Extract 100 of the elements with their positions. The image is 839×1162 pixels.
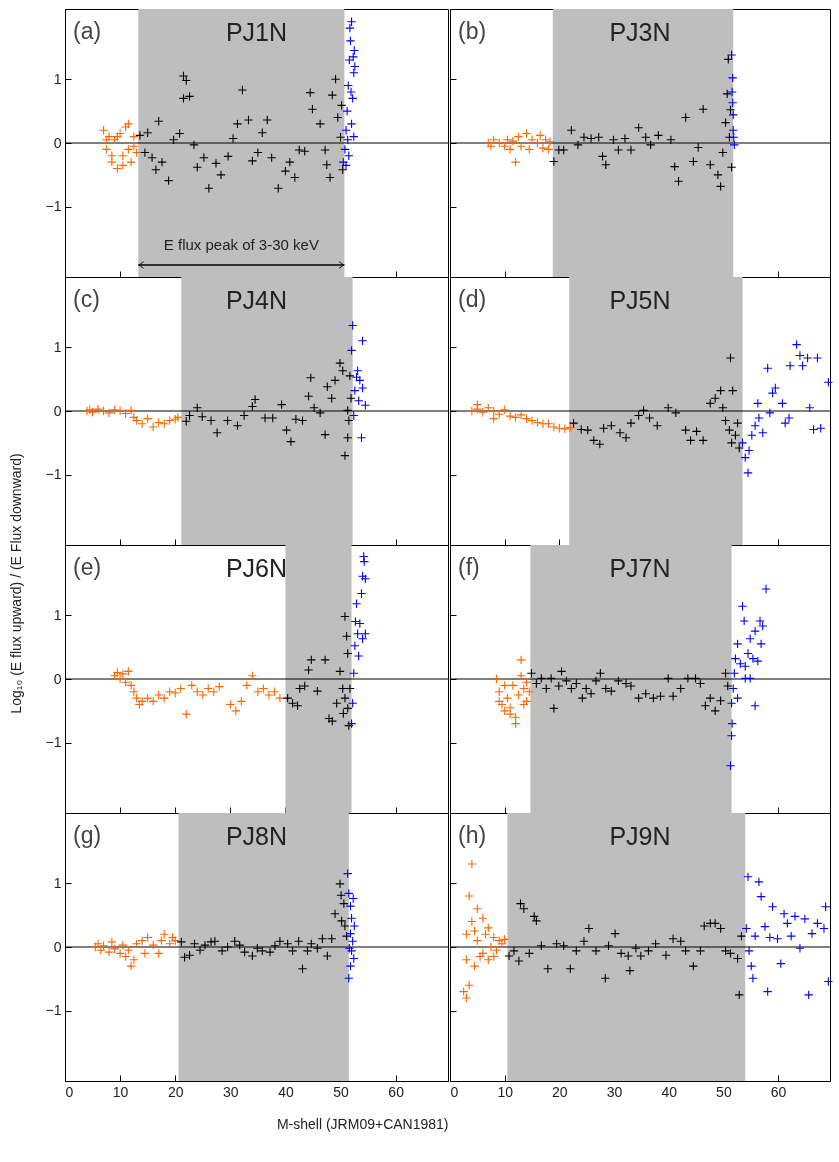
point xyxy=(790,911,800,922)
point xyxy=(118,669,128,679)
point xyxy=(266,152,277,163)
point xyxy=(626,145,636,155)
point xyxy=(823,976,834,987)
point xyxy=(303,665,314,675)
annotation: (g) xyxy=(73,822,102,848)
point xyxy=(756,891,766,902)
point xyxy=(732,418,743,428)
y-tick-label: 1 xyxy=(53,70,62,87)
point xyxy=(583,425,593,435)
point xyxy=(510,718,521,729)
point xyxy=(573,140,583,150)
point xyxy=(126,405,136,416)
point xyxy=(472,935,483,946)
point xyxy=(743,872,753,882)
point xyxy=(784,413,794,423)
point xyxy=(808,424,819,435)
point xyxy=(299,681,310,691)
point xyxy=(320,429,330,440)
point xyxy=(770,383,781,393)
point xyxy=(795,350,805,361)
point xyxy=(725,353,736,363)
point xyxy=(327,716,338,726)
point xyxy=(756,639,766,649)
point xyxy=(560,424,570,434)
point xyxy=(142,413,153,424)
point xyxy=(779,909,789,919)
y-tick-label: 0 xyxy=(53,670,62,687)
point xyxy=(566,683,577,694)
point xyxy=(720,117,731,128)
point xyxy=(558,145,569,155)
point xyxy=(762,986,773,997)
point xyxy=(346,119,357,129)
point xyxy=(237,85,248,95)
y-tick-label: 1 xyxy=(53,606,62,623)
point xyxy=(638,405,649,416)
point xyxy=(713,170,723,180)
annotation: E flux peak of 3-30 keV xyxy=(163,236,319,253)
point xyxy=(750,420,760,431)
chart-title: PJ7N xyxy=(609,554,671,582)
point xyxy=(242,680,252,691)
chart-title: PJ9N xyxy=(609,822,671,850)
y-tick-label: 0 xyxy=(53,402,62,419)
point xyxy=(579,936,589,946)
point xyxy=(260,413,270,423)
point xyxy=(729,140,740,150)
point xyxy=(163,175,174,186)
point xyxy=(350,641,360,651)
point xyxy=(750,626,760,636)
point xyxy=(743,468,753,478)
x-tick-label: 10 xyxy=(112,1083,129,1100)
point xyxy=(335,879,345,889)
point xyxy=(345,371,355,381)
point xyxy=(232,119,243,129)
annotation: (f) xyxy=(458,554,480,580)
point xyxy=(356,588,367,599)
point xyxy=(514,956,524,966)
point xyxy=(668,933,678,944)
x-tick-label: 50 xyxy=(333,1083,350,1100)
point xyxy=(750,701,760,711)
chart-title: PJ4N xyxy=(225,286,288,314)
point xyxy=(181,709,191,719)
point xyxy=(347,320,358,331)
point xyxy=(335,666,345,677)
chart-title: PJ5N xyxy=(609,286,671,314)
point xyxy=(350,385,360,396)
point xyxy=(491,674,502,684)
point xyxy=(178,93,189,104)
point xyxy=(499,680,510,691)
point xyxy=(726,438,737,448)
point xyxy=(469,926,480,936)
point xyxy=(315,119,325,129)
point xyxy=(345,928,356,939)
point xyxy=(715,181,726,192)
point xyxy=(510,412,521,423)
point xyxy=(336,100,347,111)
chart-title: PJ8N xyxy=(225,822,288,850)
point xyxy=(734,443,744,453)
point xyxy=(516,655,526,665)
point xyxy=(680,425,691,435)
point xyxy=(750,931,760,941)
point xyxy=(345,683,355,694)
point xyxy=(502,693,513,703)
point xyxy=(303,391,314,402)
point xyxy=(765,932,775,943)
point xyxy=(710,706,720,716)
point xyxy=(577,693,588,703)
point xyxy=(265,947,275,957)
point xyxy=(341,125,351,135)
point xyxy=(723,681,733,691)
point xyxy=(126,961,136,971)
point xyxy=(591,676,601,686)
point xyxy=(509,946,519,956)
point xyxy=(791,339,802,350)
point xyxy=(691,426,702,437)
point xyxy=(156,935,167,946)
point xyxy=(467,859,477,869)
point xyxy=(123,666,134,677)
point xyxy=(549,703,559,714)
